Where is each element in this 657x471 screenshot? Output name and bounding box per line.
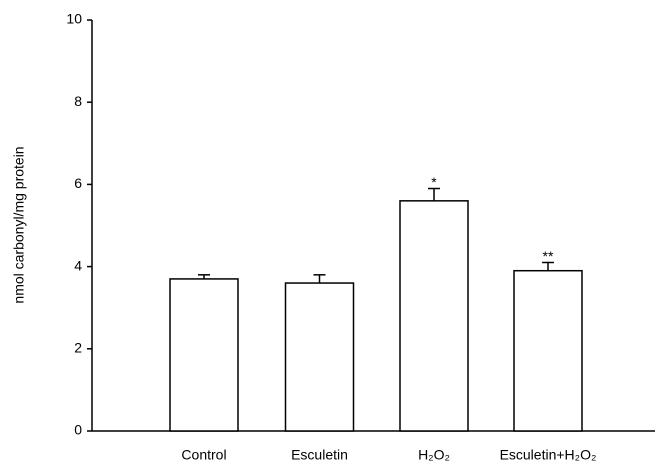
x-tick-label: Control [181,447,226,463]
y-tick-label: 6 [74,175,82,191]
significance-label: * [431,174,437,190]
y-axis-label: nmol carbonyl/mg protein [11,146,27,303]
y-tick-label: 8 [74,93,82,109]
bar [399,200,469,432]
bar [513,269,583,432]
y-tick-label: 2 [74,340,82,356]
bar [284,282,355,432]
significance-label: ** [543,248,554,264]
y-tick-label: 0 [74,422,82,438]
bar [169,278,239,432]
x-tick-label: H₂O₂ [418,447,450,463]
x-tick-label: Esculetin [291,447,348,463]
y-tick-label: 4 [74,257,82,273]
y-tick-label: 10 [66,11,82,27]
x-tick-label: Esculetin+H₂O₂ [500,447,597,463]
